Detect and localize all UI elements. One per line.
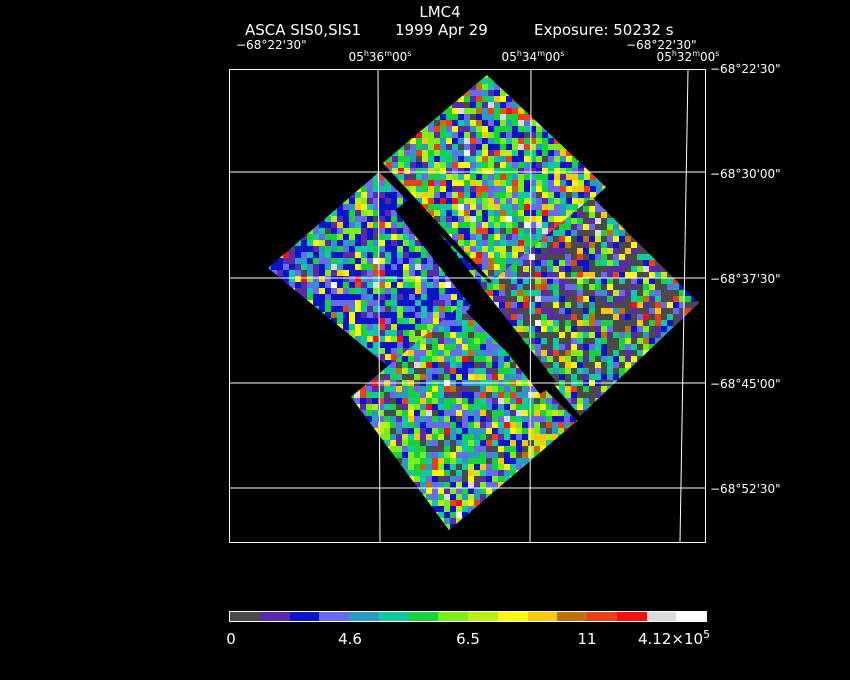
detector-gap xyxy=(395,198,556,394)
dec-label-30-00: −68°30'00" xyxy=(710,167,781,181)
colorbar-tick-max: 4.12×105 xyxy=(638,628,711,648)
colorbar-swatch-9 xyxy=(497,612,528,621)
colorbar-swatch-1 xyxy=(259,612,290,621)
dec-label-45-00: −68°45'00" xyxy=(710,377,781,391)
plot-frame xyxy=(229,69,706,543)
colorbar-swatch-14 xyxy=(646,612,677,621)
dec-top-left-label: −68°22'30" xyxy=(236,38,307,52)
colorbar-swatch-3 xyxy=(319,612,349,621)
dec-label-52-30: −68°52'30" xyxy=(710,482,781,496)
colorbar-swatch-13 xyxy=(616,612,647,621)
observation-date: 1999 Apr 29 xyxy=(395,21,488,39)
colorbar-swatch-11 xyxy=(557,612,587,621)
dec-label-37-30: −68°37'30" xyxy=(710,272,781,286)
colorbar-swatch-7 xyxy=(438,612,468,621)
intensity-colorbar xyxy=(229,611,707,622)
colorbar-swatch-6 xyxy=(408,612,439,621)
colorbar-swatch-10 xyxy=(527,612,558,621)
ra-label-0532: 05h32m00s xyxy=(656,49,720,65)
ra-label-0536: 05h36m00s xyxy=(348,49,412,65)
colorbar-swatch-5 xyxy=(378,612,409,621)
colorbar-swatch-2 xyxy=(289,612,320,621)
colorbar-swatch-15 xyxy=(676,612,706,621)
colorbar-tick-2: 6.5 xyxy=(456,630,480,648)
colorbar-tick-3: 11 xyxy=(577,630,597,648)
coordinate-grid xyxy=(229,69,706,543)
colorbar-swatch-0 xyxy=(230,612,260,621)
colorbar-tick-1: 4.6 xyxy=(338,630,362,648)
colorbar-swatch-8 xyxy=(468,612,498,621)
exposure-label: Exposure: 50232 s xyxy=(534,21,674,39)
object-title: LMC4 xyxy=(419,3,461,21)
dec-label-22-30: −68°22'30" xyxy=(710,62,781,76)
ra-label-0534: 05h34m00s xyxy=(501,49,565,65)
colorbar-swatch-12 xyxy=(587,612,617,621)
instrument-label: ASCA SIS0,SIS1 xyxy=(245,21,362,39)
colorbar-swatch-4 xyxy=(349,612,379,621)
colorbar-tick-0: 0 xyxy=(226,630,236,648)
dec-top-right-label: −68°22'30" xyxy=(626,38,697,52)
